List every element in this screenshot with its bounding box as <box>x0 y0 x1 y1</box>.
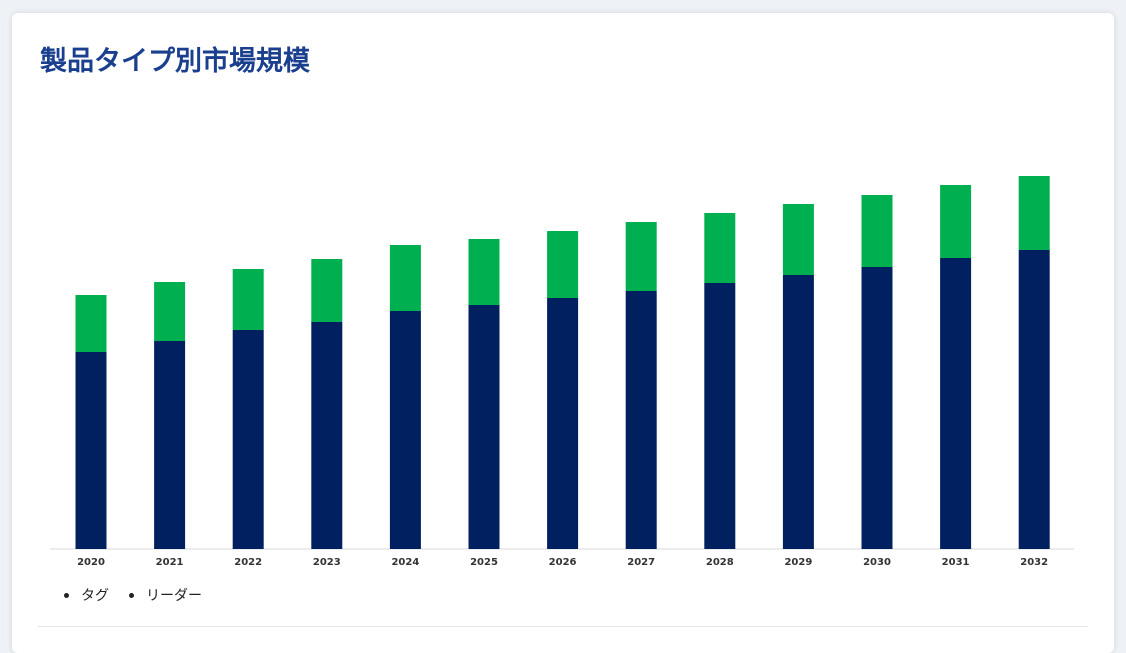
bar-reader-2023[interactable] <box>311 259 343 322</box>
bar-reader-2022[interactable] <box>232 269 264 330</box>
legend: タグ リーダー <box>64 585 202 605</box>
bars-group <box>75 176 1050 549</box>
bar-reader-2032[interactable] <box>1018 176 1050 250</box>
bar-reader-2029[interactable] <box>782 204 814 275</box>
x-tick-label: 2023 <box>313 557 341 568</box>
bar-tag-2023[interactable] <box>311 322 343 549</box>
chart-card: 製品タイプ別市場規模 2020 2021 2022 2023 2024 2025 2026 2… <box>12 13 1114 653</box>
x-tick-label: 2021 <box>156 557 184 568</box>
bar-reader-2025[interactable] <box>468 239 500 305</box>
divider <box>38 626 1088 627</box>
bar-reader-2027[interactable] <box>625 222 657 291</box>
bar-reader-2021[interactable] <box>154 282 186 341</box>
bar-reader-2020[interactable] <box>75 295 107 352</box>
x-tick-label: 2029 <box>784 557 812 568</box>
bar-tag-2024[interactable] <box>389 311 421 549</box>
x-tick-label: 2030 <box>863 557 891 568</box>
bar-reader-2031[interactable] <box>940 185 972 258</box>
bar-tag-2028[interactable] <box>704 283 736 549</box>
bar-tag-2031[interactable] <box>940 258 972 549</box>
x-tick-label: 2032 <box>1020 557 1048 568</box>
bar-reader-2030[interactable] <box>861 195 893 267</box>
legend-item-tag[interactable]: タグ <box>64 585 109 605</box>
bar-tag-2022[interactable] <box>232 330 264 549</box>
x-tick-label: 2020 <box>77 557 105 568</box>
bar-reader-2024[interactable] <box>389 245 421 311</box>
x-tick-label: 2028 <box>706 557 734 568</box>
bar-tag-2032[interactable] <box>1018 250 1050 549</box>
bar-reader-2028[interactable] <box>704 213 736 283</box>
x-tick-label: 2025 <box>470 557 498 568</box>
bar-tag-2029[interactable] <box>782 275 814 549</box>
x-tick-label: 2026 <box>549 557 577 568</box>
legend-bullet-icon <box>64 592 69 598</box>
bar-tag-2020[interactable] <box>75 352 107 549</box>
x-tick-label: 2031 <box>942 557 970 568</box>
bar-tag-2026[interactable] <box>547 298 579 549</box>
x-tick-label: 2022 <box>234 557 262 568</box>
x-tick-labels: 2020 2021 2022 2023 2024 2025 2026 2027 2028 2029… <box>77 557 1048 568</box>
bar-tag-2027[interactable] <box>625 291 657 549</box>
bar-tag-2025[interactable] <box>468 305 500 549</box>
x-tick-label: 2024 <box>391 557 419 568</box>
legend-label-reader: リーダー <box>146 588 202 604</box>
bar-tag-2030[interactable] <box>861 267 893 549</box>
legend-label-tag: タグ <box>81 588 109 604</box>
bar-tag-2021[interactable] <box>154 341 186 549</box>
chart-title: 製品タイプ別市場規模 <box>40 46 310 77</box>
bar-reader-2026[interactable] <box>547 231 579 298</box>
legend-bullet-icon <box>129 592 134 598</box>
x-tick-label: 2027 <box>627 557 655 568</box>
legend-item-reader[interactable]: リーダー <box>129 585 202 605</box>
stacked-bar-chart: 2020 2021 2022 2023 2024 2025 2026 2027 2028 2029… <box>50 176 1074 568</box>
